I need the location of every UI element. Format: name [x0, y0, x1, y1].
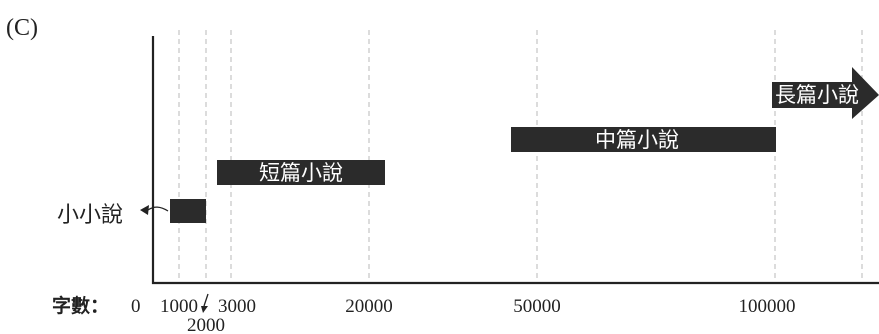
label-short-story: 短篇小說 — [259, 161, 343, 185]
arrow-2000 — [203, 293, 209, 307]
arrow-mini-novel — [147, 206, 169, 212]
tick-label-50000: 50000 — [513, 296, 561, 317]
arrow-mini-novel-head — [140, 205, 149, 215]
bar-short-story — [217, 160, 385, 185]
tick-label-3000: 3000 — [218, 296, 256, 317]
panel-label: (C) — [6, 15, 38, 41]
bar-mini-novel — [170, 199, 206, 223]
tick-label-2000: 2000 — [187, 315, 225, 334]
tick-label-20000: 20000 — [345, 296, 393, 317]
axis-lines — [151, 36, 879, 285]
label-novella: 中篇小說 — [595, 128, 679, 152]
label-mini-novel: 小小說 — [57, 202, 123, 227]
bar-long-novel — [772, 67, 879, 119]
tick-label-1000: 1000 — [160, 296, 198, 317]
arrow-2000-head — [201, 306, 208, 313]
tick-label-100000: 100000 — [739, 296, 796, 317]
axis-label: 字數： — [52, 294, 109, 317]
bar-novella — [511, 127, 776, 152]
tick-label-0: 0 — [131, 296, 141, 317]
label-long-novel: 長篇小說 — [775, 83, 859, 107]
gridlines — [178, 30, 863, 282]
